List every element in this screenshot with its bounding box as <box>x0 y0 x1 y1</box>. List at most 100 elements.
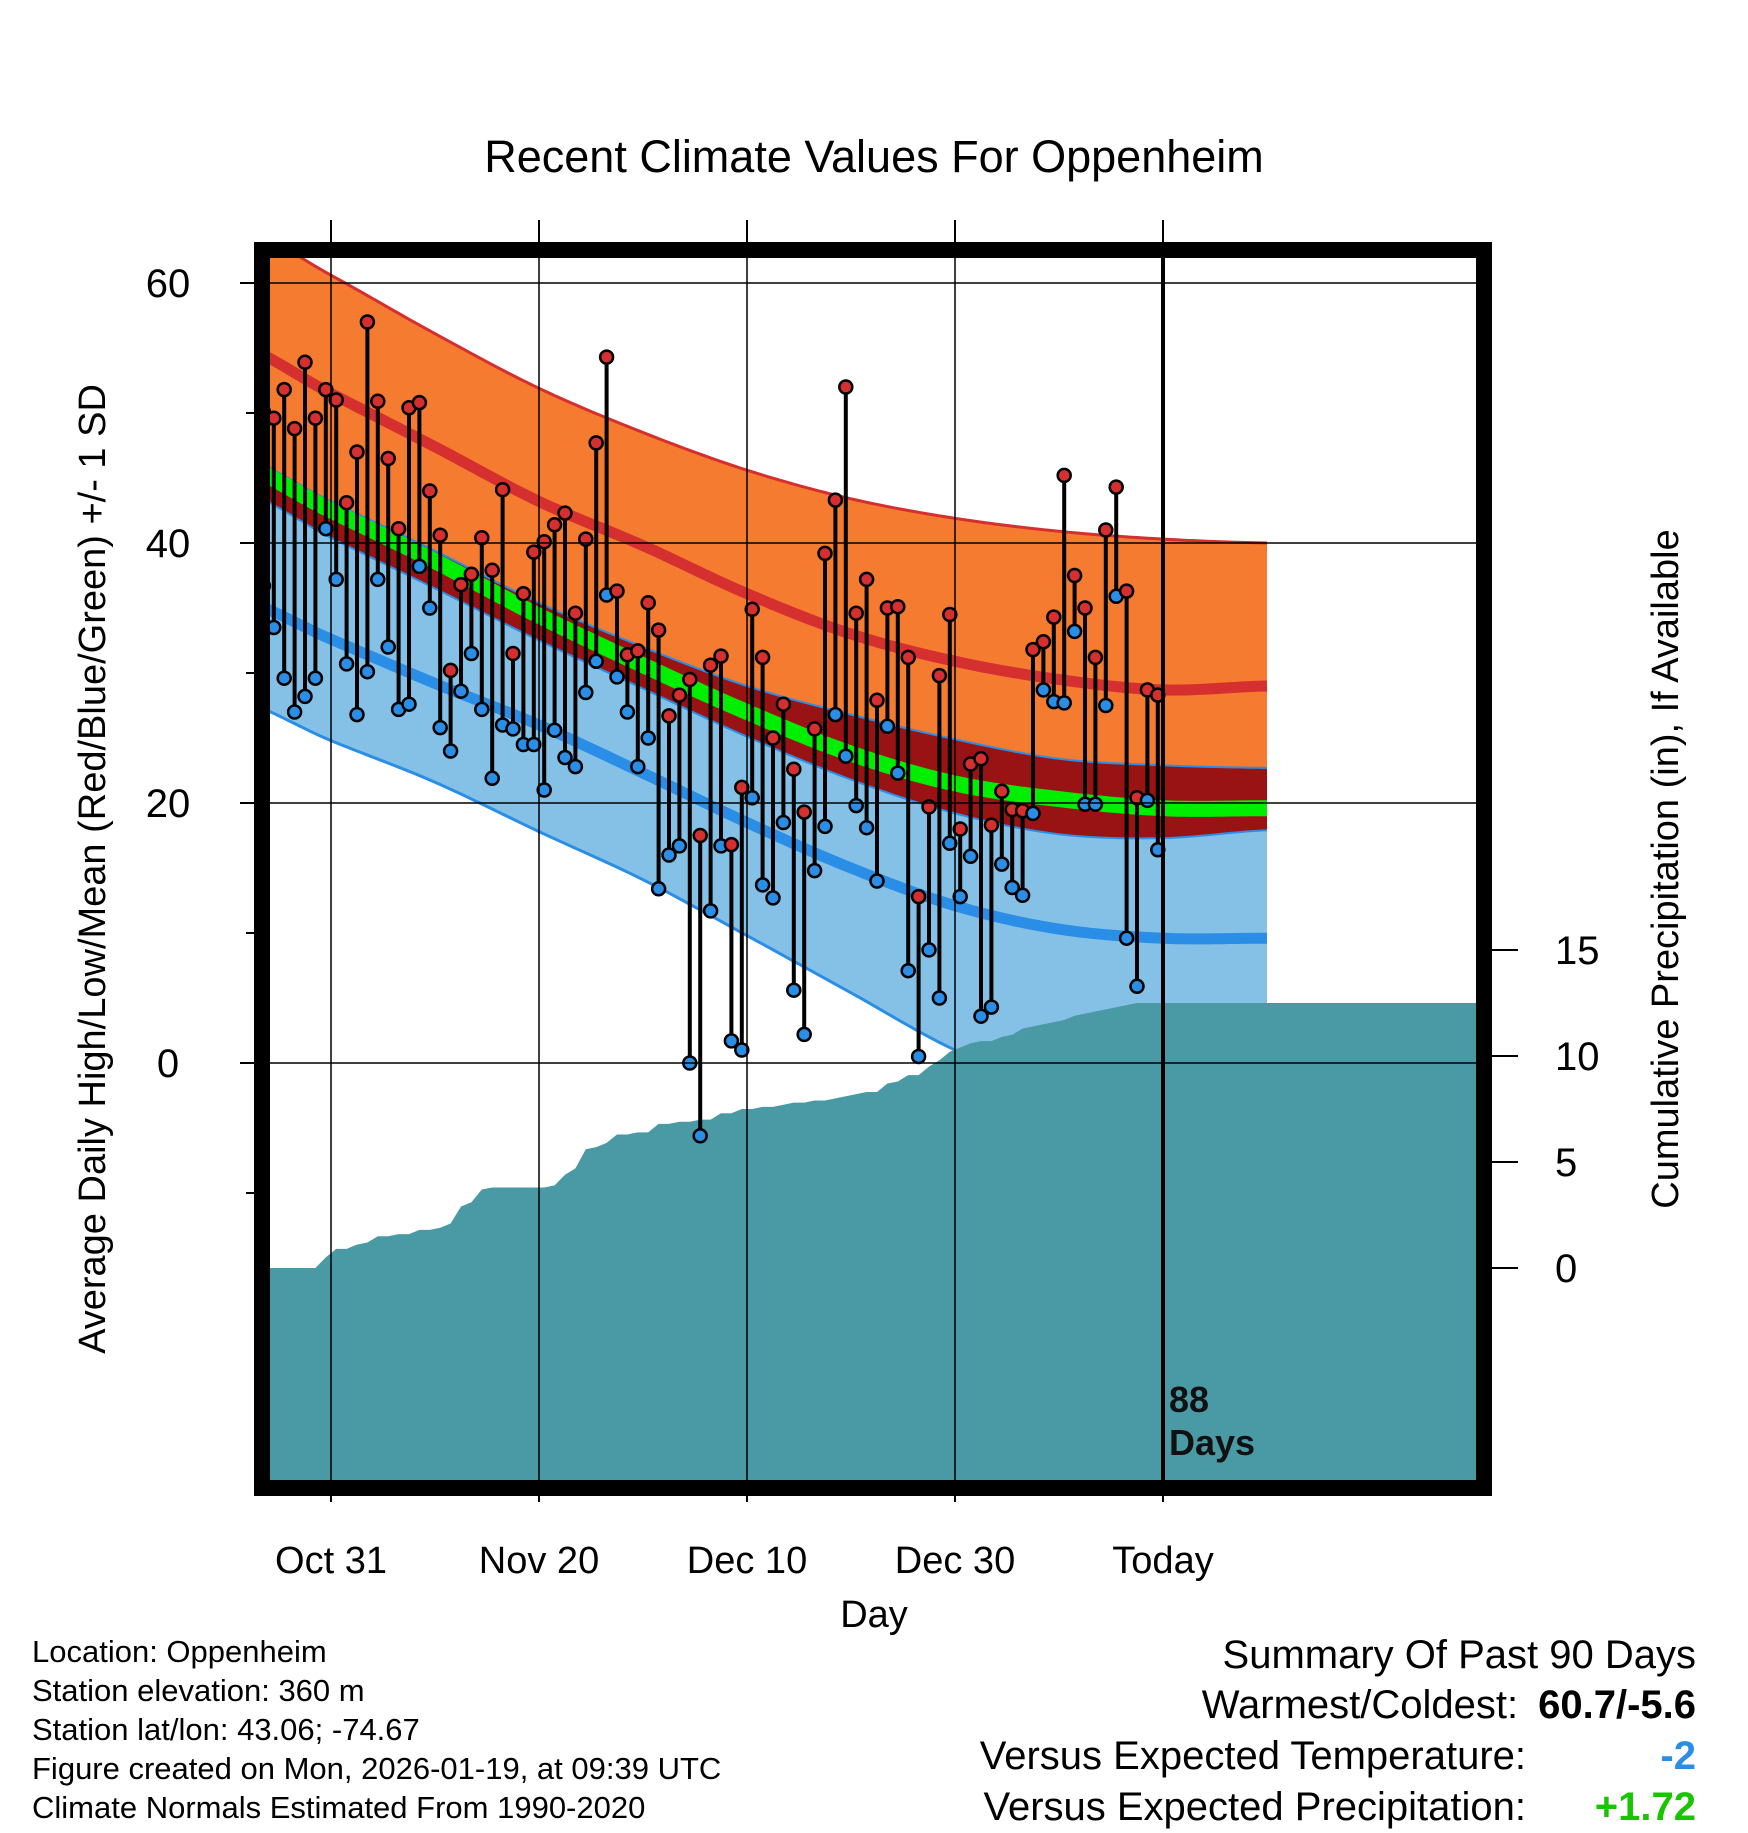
daily-high-point <box>806 721 823 737</box>
daily-low-point <box>952 888 968 905</box>
daily-low-point <box>463 645 480 662</box>
y-tick-label-left: 40 <box>146 522 191 566</box>
daily-high-point <box>226 267 239 280</box>
daily-low-point <box>890 765 906 781</box>
daily-low-point <box>983 999 1000 1015</box>
daily-high-point <box>236 361 249 374</box>
daily-low-point <box>359 663 376 680</box>
daily-high-point <box>869 692 885 709</box>
daily-high-point <box>505 645 521 662</box>
daily-high-point <box>1035 634 1052 650</box>
daily-low-point <box>557 749 573 766</box>
daily-low-point <box>318 520 334 537</box>
location-text: Location: Oppenheim <box>32 1634 327 1669</box>
daily-low-point <box>931 990 948 1006</box>
cumulative-precip-area <box>265 1003 1483 1484</box>
daily-high-point <box>349 444 365 460</box>
daily-high-point <box>744 601 760 618</box>
daily-high-point <box>338 494 355 511</box>
x-tick-label: Oct 31 <box>275 1540 387 1582</box>
daily-low-point <box>380 639 396 655</box>
station-info: Location: Oppenheim Station elevation: 3… <box>32 1632 721 1827</box>
daily-low-point <box>671 838 688 854</box>
daily-low-point <box>942 835 958 852</box>
daily-high-point <box>786 761 802 777</box>
daily-high-point <box>380 450 396 467</box>
daily-low-point <box>474 701 490 718</box>
daily-low-point <box>786 982 802 998</box>
daily-low-point <box>1118 930 1135 946</box>
daily-high-point <box>952 821 968 837</box>
daily-low-point <box>1098 697 1114 714</box>
daily-low-point <box>848 797 864 814</box>
daily-low-point <box>349 706 365 723</box>
latlon-text: Station lat/lon: 43.06; -74.67 <box>32 1712 420 1747</box>
daily-high-point <box>973 751 989 767</box>
daily-low-point <box>422 600 438 616</box>
daily-high-point <box>1066 567 1083 584</box>
daily-high-point <box>463 566 480 582</box>
days-annotation: 88 <box>1169 1379 1209 1420</box>
daily-low-point <box>817 818 833 835</box>
daily-high-point <box>515 585 532 602</box>
x-tick-label: Nov 20 <box>479 1540 599 1582</box>
daily-high-point <box>858 571 875 588</box>
daily-high-point <box>494 481 511 498</box>
daily-low-point <box>744 790 760 806</box>
daily-high-point <box>765 730 781 746</box>
daily-low-point <box>869 873 885 889</box>
daily-low-point <box>609 669 625 685</box>
daily-high-point <box>734 779 750 796</box>
daily-high-point <box>650 622 667 638</box>
daily-high-point <box>1108 479 1124 495</box>
warmest-coldest-value: 60.7/-5.6 <box>1538 1683 1696 1727</box>
created-text: Figure created on Mon, 2026-01-19, at 09… <box>32 1751 722 1786</box>
daily-low-point <box>1139 792 1156 809</box>
daily-high-point <box>817 545 833 562</box>
y-tick-label-right: 0 <box>1555 1247 1577 1291</box>
daily-high-point <box>890 598 906 615</box>
grid <box>265 255 1483 1484</box>
y-tick-label-left: 0 <box>157 1042 179 1086</box>
daily-high-point <box>526 544 542 560</box>
y-axis-label-left: Average Daily High/Low/Mean (Red/Blue/Gr… <box>72 384 114 1354</box>
precip-label: Versus Expected Precipitation: <box>983 1785 1526 1829</box>
daily-high-point <box>796 804 812 820</box>
daily-high-point <box>900 649 916 666</box>
daily-high-point <box>692 827 708 844</box>
daily-high-point <box>484 562 500 579</box>
daily-high-point <box>1077 600 1093 616</box>
daily-low-point <box>536 782 552 798</box>
daily-low-point <box>900 962 916 979</box>
daily-low-point <box>754 877 771 893</box>
daily-low-point <box>526 736 542 753</box>
warmest-coldest-label: Warmest/Coldest: <box>1201 1683 1519 1727</box>
daily-high-point <box>442 662 459 679</box>
daily-low-point <box>338 656 355 672</box>
daily-low-point <box>619 704 636 720</box>
daily-high-point <box>390 520 407 537</box>
temp-value: -2 <box>1660 1734 1696 1778</box>
y-tick-label-left: 20 <box>146 782 191 826</box>
daily-low-point <box>640 730 656 746</box>
x-tick-label: Dec 30 <box>895 1540 1015 1582</box>
daily-high-point <box>318 381 334 398</box>
daily-high-point <box>1087 649 1104 666</box>
normal-low-line <box>265 601 1268 945</box>
daily-high-point <box>983 817 1000 833</box>
daily-low-point <box>226 538 239 551</box>
days-annotation: Days <box>1169 1422 1255 1463</box>
daily-low-point <box>236 477 249 490</box>
daily-low-point <box>1014 887 1031 904</box>
daily-low-point <box>962 848 979 865</box>
daily-high-point <box>588 435 604 451</box>
daily-low-point <box>858 819 875 836</box>
daily-high-point <box>1118 583 1135 599</box>
daily-high-point <box>754 649 771 666</box>
daily-low-point <box>1087 796 1104 813</box>
daily-low-point <box>796 1026 812 1043</box>
daily-high-point <box>453 576 469 593</box>
daily-low-point <box>1066 623 1083 640</box>
daily-low-point <box>370 571 386 588</box>
